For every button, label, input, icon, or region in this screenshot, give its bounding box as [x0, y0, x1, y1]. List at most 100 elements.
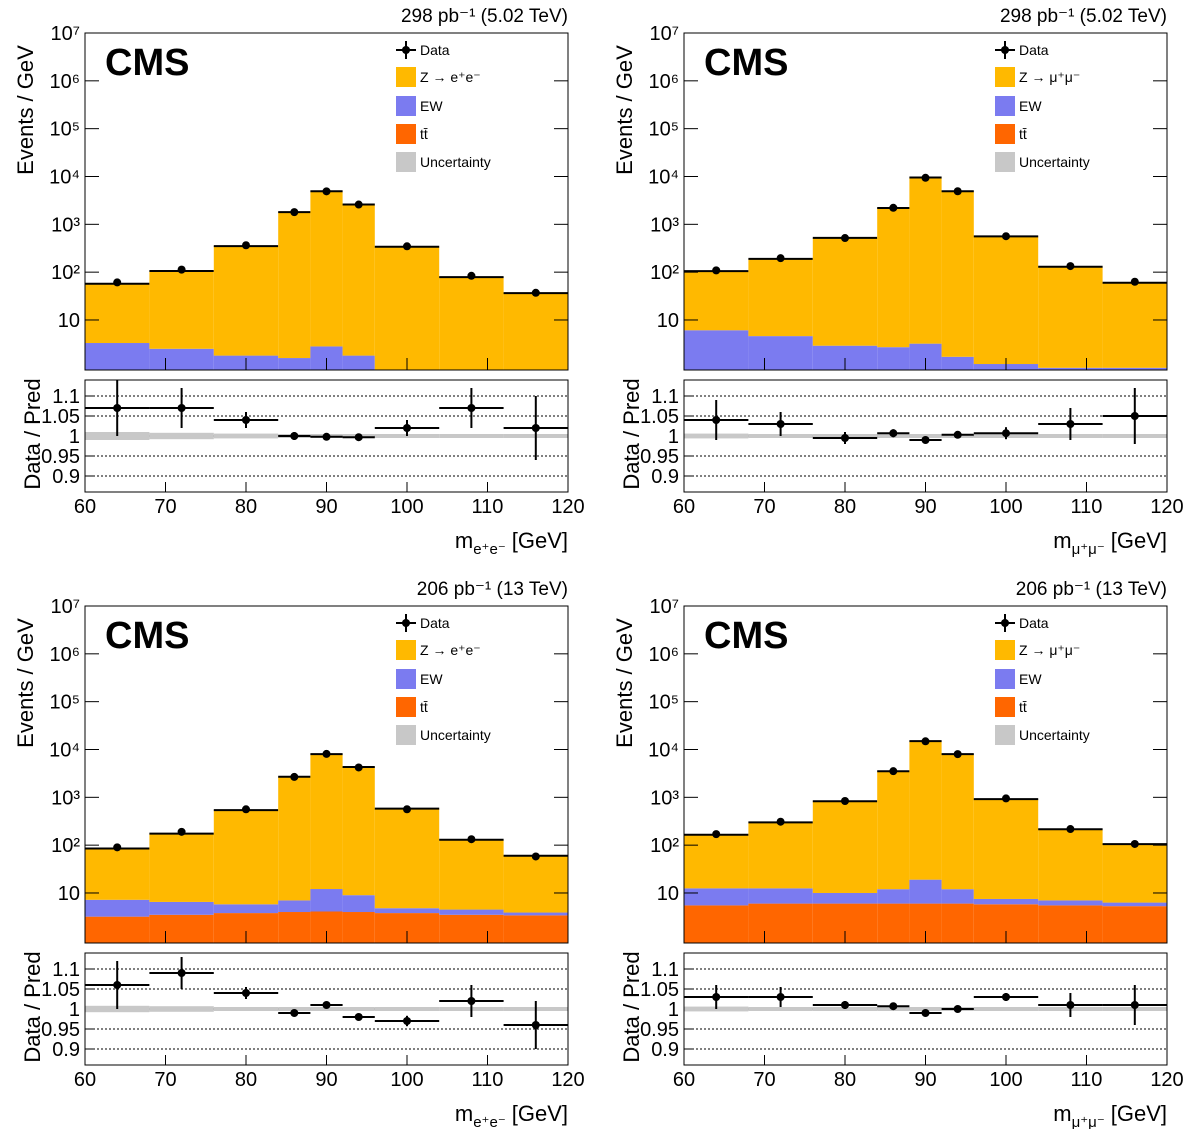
- stack-segment: [310, 191, 343, 347]
- y-axis-label: Events / GeV: [612, 618, 637, 748]
- lumi-label: 206 pb⁻¹ (13 TeV): [417, 579, 568, 600]
- x-tick-label: 120: [1150, 496, 1183, 518]
- legend-label: tt̄: [1019, 699, 1027, 715]
- data-point: [113, 278, 122, 287]
- stack-segment: [503, 293, 568, 370]
- panel: 10 10² 10³ 10⁴ 10⁵ 10⁶ 10⁷ 60 70 80 90 100 110 120 0.9…: [13, 6, 585, 558]
- stack-segment: [310, 754, 343, 890]
- stack-segment: [941, 356, 974, 370]
- data-point: [113, 843, 122, 852]
- ratio-y-tick-label: 1: [668, 426, 679, 448]
- experiment-label: CMS: [704, 615, 788, 657]
- ratio-point: [242, 989, 250, 997]
- stack-segment: [85, 916, 150, 943]
- data-point: [1130, 277, 1139, 286]
- y-tick-label: 10³: [650, 787, 679, 809]
- stack-segment: [342, 204, 375, 356]
- ratio-y-tick-label: 1.05: [41, 406, 80, 428]
- uncertainty-band: [213, 1007, 279, 1011]
- data-point: [712, 830, 721, 839]
- legend-data-marker: [1001, 619, 1009, 627]
- stack-segment: [213, 246, 279, 356]
- uncertainty-band: [278, 1007, 311, 1011]
- legend-swatch: [995, 67, 1015, 87]
- legend-swatch: [995, 640, 1015, 660]
- y-tick-label: 10⁶: [649, 644, 679, 666]
- stack-segment: [278, 912, 311, 943]
- y-tick-label: 10⁶: [649, 71, 679, 93]
- legend-label: EW: [420, 671, 443, 687]
- ratio-point: [712, 993, 721, 1001]
- x-axis-subscript: μ⁺μ⁻: [1072, 541, 1105, 558]
- lumi-label: 298 pb⁻¹ (5.02 TeV): [1000, 6, 1167, 27]
- data-point: [531, 288, 540, 297]
- data-point: [921, 173, 930, 182]
- stack-segment: [278, 358, 311, 370]
- stack-segment: [684, 905, 749, 943]
- ratio-frame: [84, 952, 569, 1066]
- legend-label: tt̄: [1019, 126, 1027, 142]
- stack-segment: [1038, 367, 1103, 370]
- stack-segment: [684, 271, 749, 331]
- uncertainty-band: [439, 434, 504, 438]
- legend-label: EW: [1019, 671, 1042, 687]
- stack-segment: [1038, 900, 1103, 906]
- x-axis-symbol: m: [455, 528, 473, 553]
- data-point: [1002, 794, 1010, 803]
- stack-segment: [342, 895, 375, 913]
- x-tick-label: 110: [1071, 1069, 1103, 1091]
- y-tick-label: 10³: [51, 214, 80, 236]
- x-axis-label: mμ⁺μ⁻ [GeV]: [1053, 1101, 1167, 1129]
- data-point: [177, 827, 186, 836]
- legend-swatch: [995, 96, 1015, 116]
- ratio-point: [953, 1005, 962, 1013]
- ratio-y-tick-label: 1.1: [651, 386, 679, 408]
- ratio-point: [403, 424, 411, 432]
- data-point: [403, 805, 411, 814]
- uncertainty-band: [748, 1007, 813, 1011]
- x-tick-label: 90: [315, 1069, 337, 1091]
- stack-segment: [973, 799, 1039, 899]
- x-tick-label: 80: [834, 1069, 856, 1091]
- ratio-y-tick-label: 1.05: [640, 979, 679, 1001]
- y-tick-label: 10: [657, 310, 679, 332]
- x-axis-label: me⁺e⁻ [GeV]: [455, 1101, 568, 1129]
- legend-label: Uncertainty: [420, 727, 491, 743]
- y-tick-label: 10⁵: [648, 692, 679, 714]
- ratio-point: [177, 404, 186, 412]
- stack-segment: [149, 271, 214, 349]
- data-point: [531, 852, 540, 861]
- stack-segment: [342, 355, 375, 370]
- ratio-y-tick-label: 1.1: [52, 386, 80, 408]
- uncertainty-band: [342, 1007, 375, 1011]
- ratio-point: [776, 993, 785, 1001]
- ratio-y-tick-label: 1.05: [41, 979, 80, 1001]
- legend-label: Uncertainty: [1019, 727, 1090, 743]
- ratio-y-tick-label: 0.95: [41, 446, 80, 468]
- stack-segment: [877, 771, 910, 890]
- legend-swatch: [995, 152, 1015, 172]
- data-point: [953, 187, 962, 196]
- stack-segment: [374, 908, 440, 914]
- stack-segment: [812, 237, 878, 346]
- x-tick-label: 110: [472, 1069, 504, 1091]
- ratio-point: [776, 420, 785, 428]
- x-tick-label: 120: [1150, 1069, 1183, 1091]
- stack-segment: [1102, 906, 1167, 943]
- ratio-y-tick-label: 1.05: [640, 406, 679, 428]
- legend-swatch: [396, 152, 416, 172]
- y-axis-label: Events / GeV: [13, 618, 38, 748]
- stack-segment: [278, 776, 311, 901]
- stack-segment: [149, 914, 214, 943]
- y-tick-label: 10⁴: [49, 166, 80, 188]
- data-point: [177, 265, 186, 274]
- legend-label: tt̄: [420, 699, 428, 715]
- ratio-point: [113, 981, 122, 989]
- data-point: [1002, 232, 1010, 241]
- uncertainty-band: [213, 433, 279, 439]
- ratio-point: [242, 416, 250, 424]
- stack-segment: [85, 283, 150, 344]
- data-point: [467, 835, 476, 844]
- x-tick-label: 100: [989, 496, 1022, 518]
- stack-segment: [812, 892, 878, 904]
